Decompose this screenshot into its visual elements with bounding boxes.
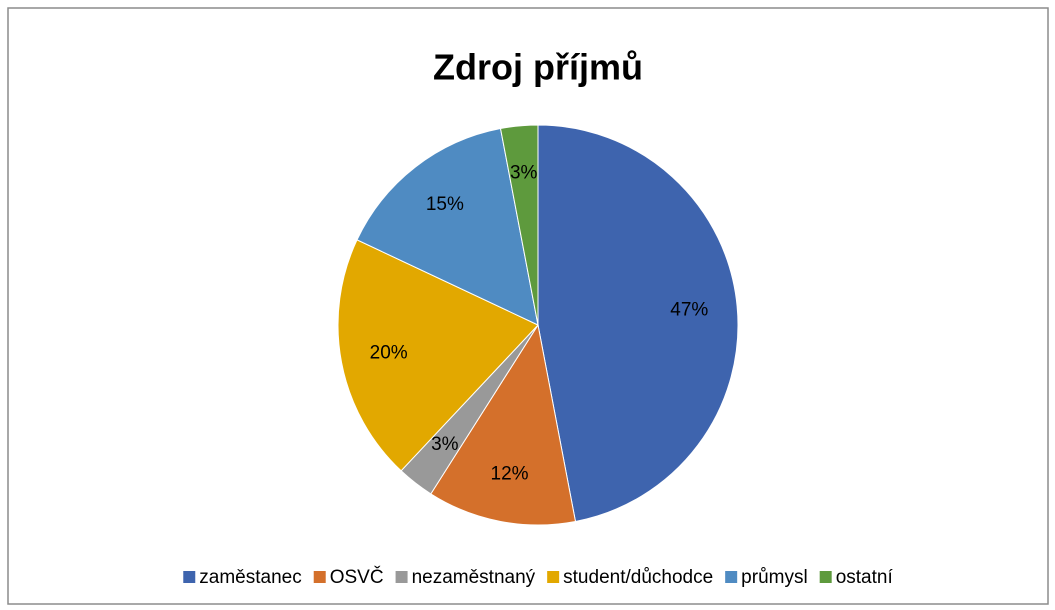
data-label: 47% (670, 300, 708, 321)
legend-label: OSVČ (330, 566, 384, 588)
data-label: 15% (426, 194, 464, 215)
legend-swatch (547, 571, 560, 583)
legend-swatch (395, 571, 408, 583)
legend-label: zaměstanec (199, 567, 301, 588)
pie-slice (499, 124, 539, 326)
pie-slice (337, 239, 539, 472)
pie-slice (537, 124, 739, 523)
legend-swatch (183, 571, 196, 583)
legend-label: průmysl (741, 567, 808, 588)
legend-swatch (725, 571, 738, 583)
data-label: 12% (491, 463, 529, 484)
data-label: 20% (370, 342, 408, 363)
pie-slice (430, 323, 577, 526)
legend-label: student/důchodce (563, 567, 713, 588)
data-label: 3% (510, 163, 538, 184)
legend-swatch (819, 571, 832, 583)
chart-title: Zdroj příjmů (433, 47, 643, 88)
legend-label: nezaměstnaný (412, 567, 536, 588)
legend-swatch (313, 571, 326, 583)
data-label: 3% (431, 434, 459, 455)
pie-slice (356, 127, 539, 326)
legend-label: ostatní (836, 567, 894, 588)
